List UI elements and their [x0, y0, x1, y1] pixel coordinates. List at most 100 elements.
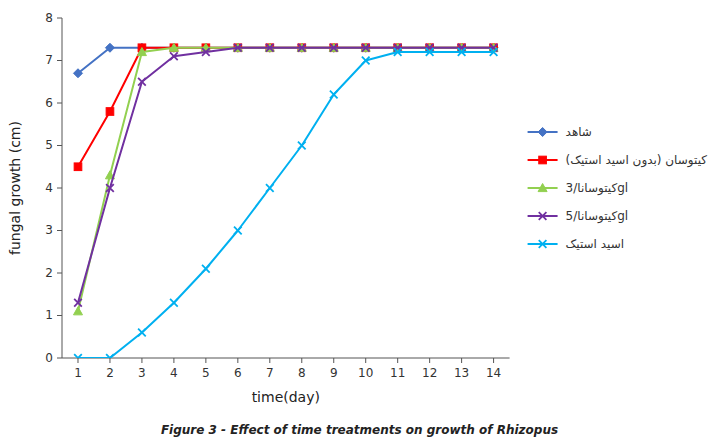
x-tick-label: 8: [298, 366, 306, 380]
x-tick: [365, 358, 366, 363]
y-tick: [57, 18, 62, 19]
series-line: [78, 48, 494, 303]
y-tick-label: 7: [45, 53, 53, 67]
x-tick-label: 6: [234, 366, 242, 380]
point-marker: [106, 108, 114, 116]
x-tick: [237, 358, 238, 363]
legend-label: کیتوسانا/3gl: [566, 181, 629, 196]
legend-label: شاهد: [566, 125, 592, 139]
y-tick-label: 3: [45, 223, 53, 237]
x-tick-label: 3: [138, 366, 146, 380]
point-marker: [362, 44, 370, 52]
point-marker: [426, 48, 434, 56]
legend-item: کیتوسانا/5gl: [528, 209, 629, 224]
legend-marker: [539, 240, 547, 248]
point-marker: [298, 44, 306, 52]
point-marker: [298, 142, 306, 150]
y-tick-label: 4: [45, 181, 53, 195]
legend-marker: [539, 156, 547, 164]
point-marker: [234, 44, 242, 52]
point-marker: [266, 44, 274, 52]
axes: 1234567891011121314012345678: [45, 11, 509, 381]
legend: شاهد کیتوسان (بدون اسید استیک) کیتوسانا/3g…: [528, 125, 708, 251]
y-tick: [57, 273, 62, 274]
x-tick: [173, 358, 174, 363]
x-tick: [333, 358, 334, 363]
x-tick-label: 1: [74, 366, 82, 380]
y-tick-label: 8: [45, 11, 53, 25]
series: [74, 48, 497, 358]
series-line: [78, 48, 494, 167]
point-marker: [73, 69, 82, 78]
legend-item: کیتوسانا/3gl: [528, 181, 629, 196]
point-marker: [170, 299, 178, 307]
y-tick: [57, 230, 62, 231]
point-marker: [137, 48, 146, 56]
point-marker: [490, 48, 498, 56]
y-tick-label: 6: [45, 96, 53, 110]
point-marker: [201, 43, 210, 51]
series: [74, 44, 497, 171]
point-marker: [234, 227, 242, 235]
y-tick-label: 2: [45, 266, 53, 280]
x-tick-label: 9: [330, 366, 338, 380]
y-tick-label: 1: [45, 308, 53, 322]
x-tick: [301, 358, 302, 363]
x-tick-label: 10: [358, 366, 373, 380]
x-tick: [397, 358, 398, 363]
point-marker: [169, 43, 178, 51]
x-tick: [205, 358, 206, 363]
series: [74, 44, 497, 307]
x-tick: [77, 358, 78, 363]
legend-label: کیتوسان (بدون اسید استیک): [566, 153, 708, 168]
point-marker: [394, 48, 402, 56]
x-tick-label: 12: [422, 366, 437, 380]
y-tick: [57, 358, 62, 359]
point-marker: [202, 48, 210, 56]
legend-label: کیتوسانا/5gl: [566, 209, 629, 224]
point-marker: [105, 43, 114, 52]
point-marker: [73, 307, 82, 315]
legend-marker: [538, 128, 547, 137]
legend-label: اسید استیک: [566, 237, 625, 251]
point-marker: [362, 57, 370, 65]
x-tick: [493, 358, 494, 363]
point-marker: [74, 299, 82, 307]
x-tick: [109, 358, 110, 363]
point-marker: [74, 163, 82, 171]
x-tick: [269, 358, 270, 363]
y-tick-label: 0: [45, 351, 53, 365]
x-axis-label: time(day): [252, 389, 320, 405]
point-marker: [202, 265, 210, 273]
x-tick: [141, 358, 142, 363]
point-marker: [170, 44, 178, 52]
legend-item: اسید استیک: [528, 237, 625, 251]
series-line: [78, 52, 494, 358]
legend-marker: [539, 212, 547, 220]
x-tick-label: 14: [486, 366, 501, 380]
point-marker: [138, 78, 146, 86]
legend-item: کیتوسان (بدون اسید استیک): [528, 153, 708, 168]
title: Figure 3 - Effect of time treatments on …: [161, 423, 558, 437]
y-axis-label: fungal growth (cm): [7, 121, 23, 255]
x-tick: [429, 358, 430, 363]
legend-item: شاهد: [528, 125, 592, 139]
y-tick: [57, 145, 62, 146]
legend-marker: [538, 184, 547, 192]
y-tick: [57, 188, 62, 189]
plot-area: [73, 43, 498, 358]
x-tick: [461, 358, 462, 363]
chart: شاهد کیتوسان (بدون اسید استیک) کیتوسانا/3g…: [0, 0, 719, 448]
series-line: [78, 48, 494, 312]
point-marker: [458, 48, 466, 56]
x-tick-label: 13: [454, 366, 469, 380]
point-marker: [74, 354, 82, 358]
point-marker: [266, 184, 274, 192]
x-tick-label: 7: [266, 366, 274, 380]
point-marker: [106, 354, 114, 358]
point-marker: [170, 52, 178, 60]
y-tick: [57, 60, 62, 61]
x-tick-label: 11: [390, 366, 405, 380]
point-marker: [138, 329, 146, 337]
point-marker: [330, 91, 338, 99]
